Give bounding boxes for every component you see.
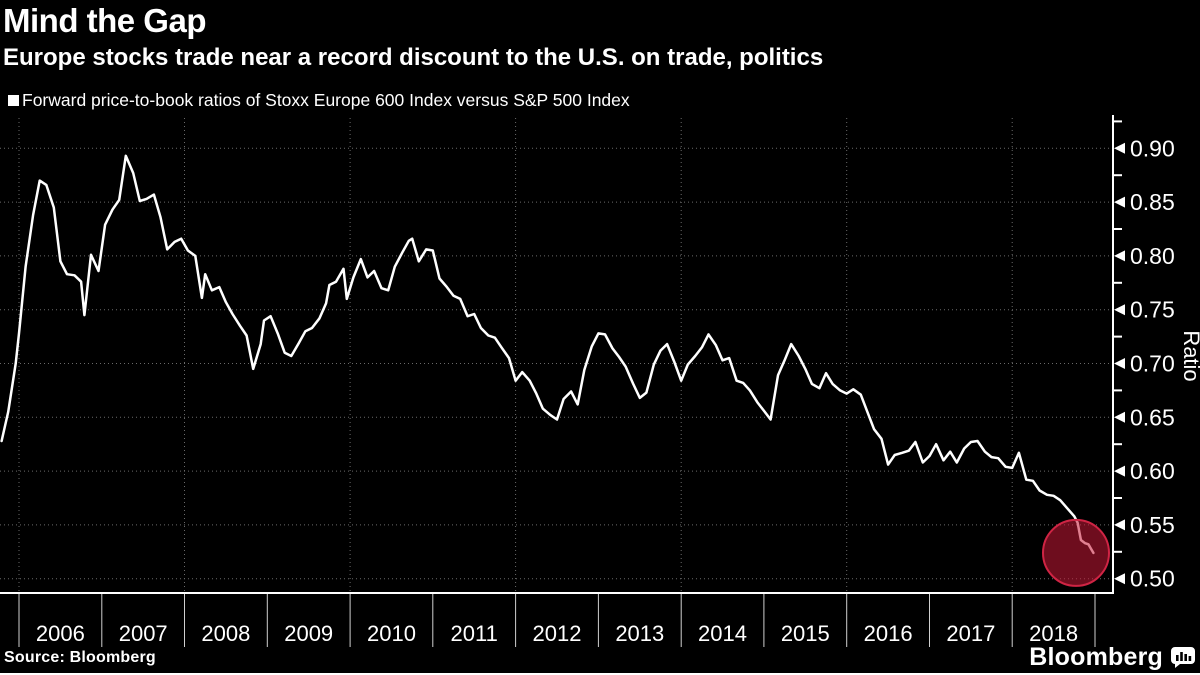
y-axis-tick-label: 0.85 <box>1130 189 1175 215</box>
bloomberg-wordmark: Bloomberg <box>1029 643 1163 671</box>
highlight-circle <box>1042 518 1110 587</box>
bottom-border <box>0 673 1200 675</box>
page-subtitle: Europe stocks trade near a record discou… <box>3 44 824 71</box>
x-axis-tick-label: 2011 <box>451 621 498 646</box>
y-axis-tick-label: 0.80 <box>1130 243 1175 269</box>
bloomberg-logo: Bloomberg <box>1029 643 1195 672</box>
y-axis-major-tick <box>1114 196 1125 208</box>
y-axis-tick-label: 0.60 <box>1130 458 1175 484</box>
legend: Forward price-to-book ratios of Stoxx Eu… <box>8 90 630 111</box>
y-axis-major-tick <box>1114 304 1125 316</box>
x-axis-tick-label: 2013 <box>615 621 664 646</box>
y-axis-tick-label: 0.50 <box>1130 566 1175 592</box>
source-label: Source: Bloomberg <box>4 649 156 666</box>
bloomberg-terminal-icon <box>1171 647 1195 668</box>
x-axis-tick-label: 2017 <box>946 621 995 646</box>
x-axis-tick-label: 2006 <box>36 621 85 646</box>
y-axis-major-tick <box>1114 142 1125 154</box>
y-axis-tick-label: 0.75 <box>1130 297 1175 323</box>
y-axis-title: Ratio <box>1179 330 1200 381</box>
y-axis-major-tick <box>1114 465 1125 477</box>
x-axis-tick-label: 2008 <box>201 621 250 646</box>
page-title: Mind the Gap <box>3 2 207 39</box>
y-axis-tick-label: 0.90 <box>1130 135 1175 161</box>
y-axis-major-tick <box>1114 358 1125 369</box>
y-axis-major-tick <box>1114 411 1125 423</box>
y-axis-tick-label: 0.65 <box>1130 404 1175 430</box>
x-axis-tick-label: 2014 <box>698 621 747 646</box>
x-axis-tick-label: 2009 <box>284 621 333 646</box>
y-axis-major-tick <box>1114 250 1125 262</box>
x-axis-tick-label: 2015 <box>781 621 830 646</box>
x-axis-tick-label: 2012 <box>533 621 582 646</box>
x-axis-tick-label: 2016 <box>864 621 913 646</box>
x-axis-tick-label: 2010 <box>367 621 416 646</box>
data-line <box>0 154 1095 555</box>
y-axis-tick-label: 0.55 <box>1130 512 1175 538</box>
legend-label: Forward price-to-book ratios of Stoxx Eu… <box>22 90 630 110</box>
y-axis-major-tick <box>1114 519 1125 531</box>
x-axis-tick-label: 2018 <box>1029 621 1078 646</box>
legend-swatch-icon <box>8 95 19 106</box>
y-axis-major-tick <box>1114 573 1125 585</box>
y-axis-tick-label: 0.70 <box>1130 351 1175 377</box>
x-axis-tick-label: 2007 <box>119 621 168 646</box>
